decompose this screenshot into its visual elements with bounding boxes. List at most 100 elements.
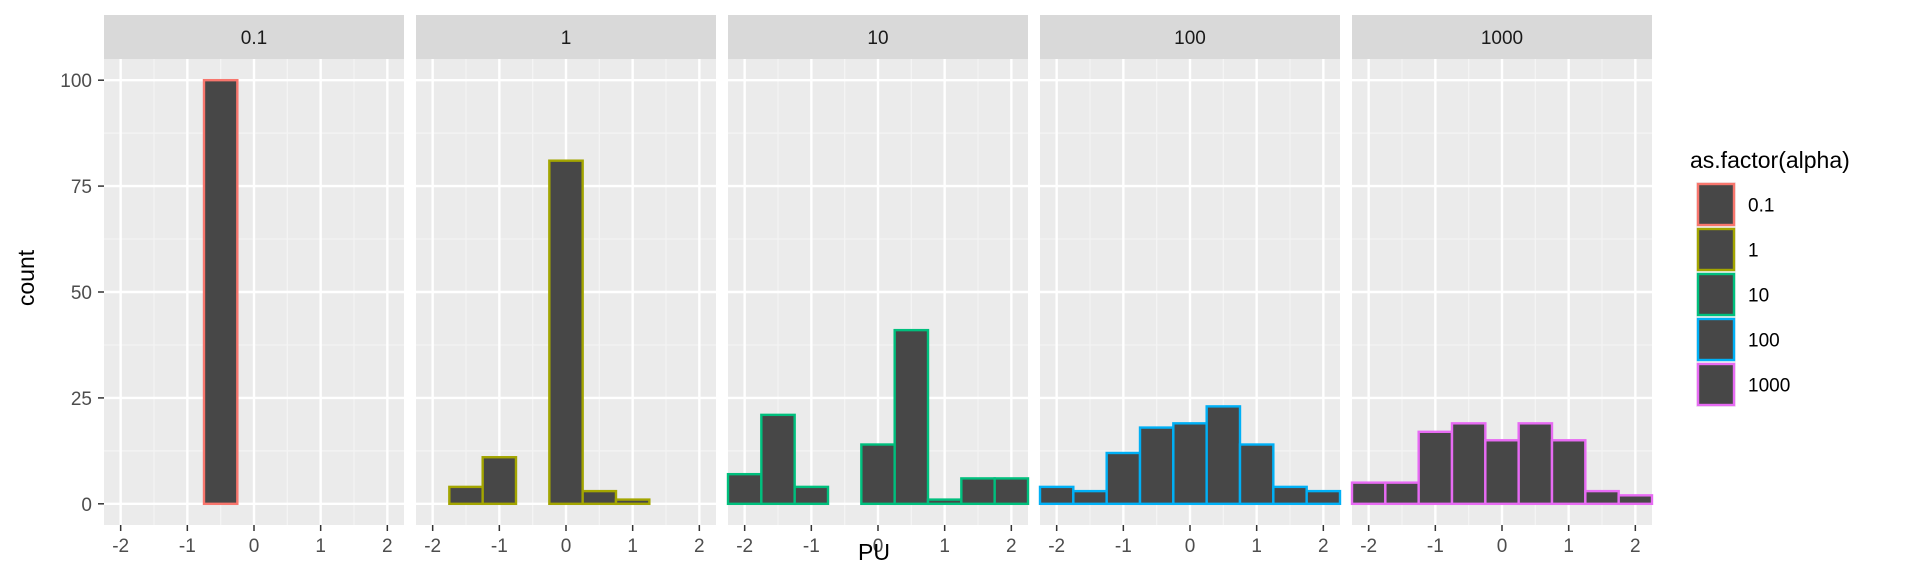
x-tick-label: -2	[736, 536, 753, 557]
legend-key-swatch	[1696, 227, 1736, 272]
x-tick-label: 0	[249, 536, 260, 557]
legend-item-1000: 1000	[1696, 362, 1790, 407]
legend-item-100: 100	[1696, 317, 1780, 362]
histogram-bar	[1550, 439, 1587, 506]
histogram-bar	[1072, 489, 1108, 506]
y-tick-label: 100	[60, 71, 92, 92]
x-axis-ticks: -2 -1 0 1 2	[1048, 525, 1329, 557]
legend-title: as.factor(alpha)	[1690, 147, 1850, 173]
histogram-bar	[1417, 430, 1454, 506]
histogram-bar	[793, 485, 830, 506]
y-tick-label: 25	[71, 389, 92, 410]
gridlines	[104, 59, 404, 525]
x-tick-label: -1	[179, 536, 196, 557]
x-tick-label: -1	[491, 536, 508, 557]
x-tick-label: 1	[627, 536, 638, 557]
histogram-bar	[1450, 422, 1487, 506]
histogram-bar	[1350, 481, 1387, 506]
facet-strip-label: 10	[867, 28, 888, 49]
histogram-bar	[1484, 439, 1520, 506]
histogram-bar	[1105, 451, 1142, 506]
histogram-bar	[1584, 489, 1620, 506]
histogram-bar	[760, 413, 796, 506]
facet-panel-1: 1 -2 -1 0 1 2	[416, 15, 716, 557]
x-tick-label: 1	[939, 536, 950, 557]
facet-strip-background	[1352, 15, 1652, 59]
histogram-bar	[993, 477, 1030, 506]
y-tick-label: 50	[71, 283, 92, 304]
x-tick-label: 1	[1251, 536, 1262, 557]
facet-panel-10: 10 -2 -1 0 1 2	[726, 15, 1030, 557]
histogram-bar	[926, 498, 963, 506]
histogram-bars	[1350, 422, 1654, 506]
x-tick-label: 0	[1185, 536, 1196, 557]
histogram-bar	[1272, 485, 1308, 506]
histogram-bar	[1138, 426, 1175, 506]
legend: as.factor(alpha) 0.1 1 10 100 1000	[1690, 147, 1850, 407]
legend-item-10: 10	[1696, 272, 1769, 317]
x-tick-label: 2	[382, 536, 393, 557]
facet-strip-background	[1040, 15, 1340, 59]
legend-item-1: 1	[1696, 227, 1759, 272]
histogram-bar	[1617, 494, 1654, 506]
histogram-bar	[860, 443, 896, 506]
facet-panel-100: 100 -2 -1 0 1 2	[1038, 15, 1342, 557]
x-tick-label: -2	[1360, 536, 1377, 557]
x-tick-label: 0	[1497, 536, 1508, 557]
y-tick-label: 0	[81, 495, 92, 516]
histogram-bar	[614, 498, 651, 506]
x-tick-label: 2	[1318, 536, 1329, 557]
x-axis-title: PU	[858, 539, 890, 565]
x-tick-label: 0	[561, 536, 572, 557]
x-axis-ticks: -2 -1 0 1 2	[736, 525, 1017, 557]
legend-key-swatch	[1696, 182, 1736, 227]
histogram-bar	[481, 456, 518, 506]
histogram-bar	[448, 485, 484, 506]
histogram-bar	[1305, 489, 1342, 506]
facet-strip-label: 0.1	[241, 28, 267, 49]
histogram-bar	[1517, 422, 1554, 506]
x-tick-label: 2	[694, 536, 705, 557]
x-tick-label: 1	[315, 536, 326, 557]
legend-label: 100	[1748, 331, 1780, 352]
histogram-bar	[202, 78, 239, 506]
histogram-bar	[1038, 485, 1075, 506]
x-tick-label: -2	[424, 536, 441, 557]
legend-label: 10	[1748, 286, 1769, 307]
x-tick-label: -1	[1427, 536, 1444, 557]
legend-key-swatch	[1696, 362, 1736, 407]
legend-label: 1	[1748, 241, 1759, 262]
histogram-bars	[726, 328, 1030, 506]
histogram-bar	[960, 477, 996, 506]
histogram-bar	[893, 328, 930, 506]
histogram-bar	[581, 489, 618, 506]
legend-label: 1000	[1748, 376, 1790, 397]
x-axis-ticks: -2 -1 0 1 2	[1360, 525, 1641, 557]
histogram-bar	[548, 159, 584, 506]
x-tick-label: -1	[1115, 536, 1132, 557]
legend-item-0.1: 0.1	[1696, 182, 1774, 227]
facet-panel-1000: 1000 -2 -1 0 1 2	[1350, 15, 1654, 557]
histogram-bar	[1205, 405, 1242, 506]
legend-key-swatch	[1696, 317, 1736, 362]
facet-strip-label: 100	[1174, 28, 1206, 49]
facet-strip-background	[104, 15, 404, 59]
x-tick-label: 2	[1630, 536, 1641, 557]
x-axis-ticks: -2 -1 0 1 2	[112, 525, 393, 557]
y-tick-label: 75	[71, 177, 92, 198]
legend-key-swatch	[1696, 272, 1736, 317]
facet-strip-background	[416, 15, 716, 59]
facet-strip-background	[728, 15, 1028, 59]
facet-strip-label: 1	[561, 28, 572, 49]
histogram-bars	[1038, 405, 1342, 506]
y-axis: 0 25 50 75 100	[60, 71, 104, 516]
histogram-bars	[202, 78, 239, 506]
x-tick-label: -1	[803, 536, 820, 557]
legend-label: 0.1	[1748, 196, 1774, 217]
x-tick-label: 2	[1006, 536, 1017, 557]
histogram-bar	[1238, 443, 1275, 506]
x-tick-label: -2	[112, 536, 129, 557]
x-tick-label: 0	[873, 536, 884, 557]
